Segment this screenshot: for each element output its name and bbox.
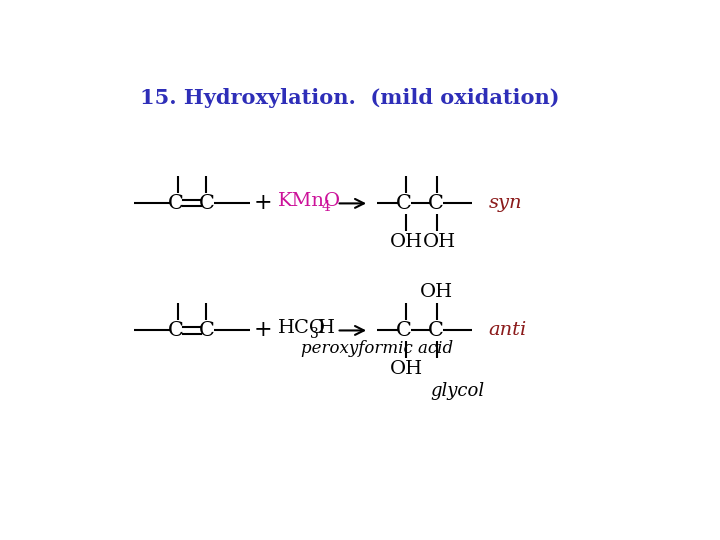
Text: +: + (253, 192, 272, 214)
Text: syn: syn (488, 194, 522, 212)
Text: 15. Hydroxylation.  (mild oxidation): 15. Hydroxylation. (mild oxidation) (140, 88, 559, 108)
Text: C: C (199, 194, 215, 213)
Text: HCO: HCO (278, 319, 326, 337)
Text: 3: 3 (310, 327, 319, 341)
Text: anti: anti (488, 321, 526, 340)
Text: C: C (428, 194, 444, 213)
Text: H: H (318, 319, 336, 337)
Text: C: C (396, 194, 412, 213)
Text: peroxyformic acid: peroxyformic acid (301, 340, 454, 357)
Text: OH: OH (423, 233, 456, 251)
Text: C: C (428, 321, 444, 340)
Text: C: C (168, 321, 184, 340)
Text: +: + (253, 320, 272, 341)
Text: OH: OH (390, 233, 423, 251)
Text: OH: OH (390, 360, 423, 378)
Text: C: C (396, 321, 412, 340)
Text: C: C (168, 194, 184, 213)
Text: OH: OH (420, 283, 454, 301)
Text: glycol: glycol (431, 381, 485, 400)
Text: 4: 4 (321, 200, 330, 214)
Text: KMnO: KMnO (278, 192, 341, 210)
Text: C: C (199, 321, 215, 340)
